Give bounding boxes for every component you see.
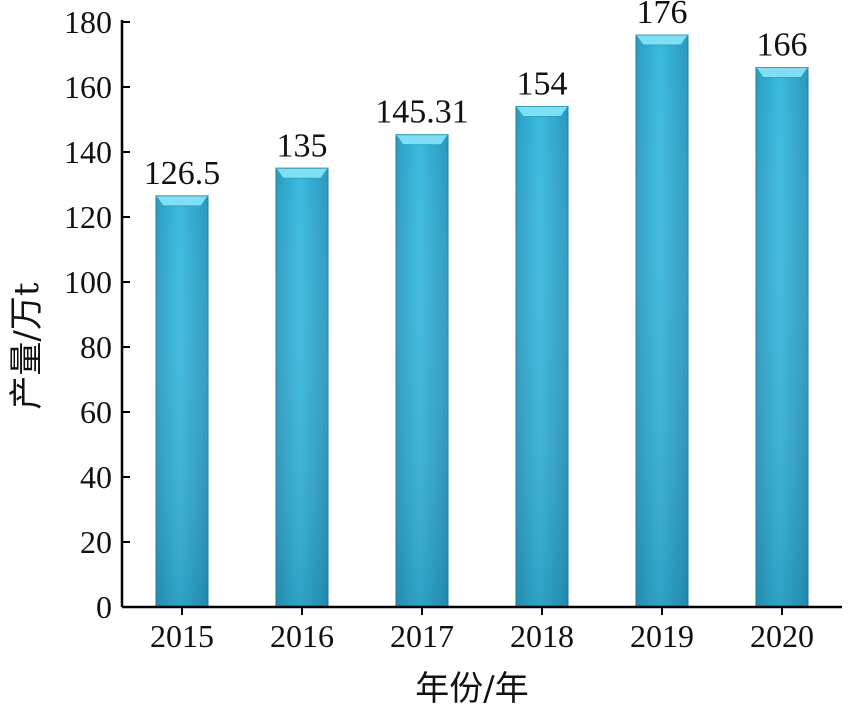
y-tick-label-120: 120 [64,199,112,235]
y-axis-title: 产量/万t [7,282,47,409]
x-tick-label-2018: 2018 [510,618,574,654]
y-tick-label-180: 180 [64,4,112,40]
y-tick-label-140: 140 [64,134,112,170]
y-tick-label-80: 80 [80,329,112,365]
x-tick-label-2020: 2020 [750,618,814,654]
y-tick-label-60: 60 [80,394,112,430]
bar-top-bevel [275,167,329,179]
bar-2015 [155,195,209,608]
bar-top-bevel [395,134,449,146]
y-tick-label-20: 20 [80,524,112,560]
bar-top-bevel [515,106,569,117]
bar-2020 [755,67,809,608]
bar-top-bevel [635,34,689,46]
bar-top-bevel [155,195,209,207]
data-label-2017: 145.31 [375,94,469,131]
data-label-2016: 135 [277,127,328,164]
bar-shade [516,106,568,607]
y-tick-label-100: 100 [64,264,112,300]
x-tick-label-2017: 2017 [390,618,454,654]
bar-2016 [275,167,329,608]
bars-layer [155,34,809,608]
bar-shade [396,134,448,607]
data-label-2015: 126.5 [144,155,221,192]
data-label-2018: 154 [517,66,568,103]
bar-2017 [395,134,449,608]
bar-top-bevel [755,67,809,78]
x-tick-label-2019: 2019 [630,618,694,654]
data-label-2020: 166 [757,27,808,64]
bar-2018 [515,106,569,608]
data-labels-layer: 126.5 135 145.31 154 176 166 [144,0,808,192]
bar-shade [756,67,808,607]
x-tick-label-2015: 2015 [150,618,214,654]
y-tick-label-40: 40 [80,459,112,495]
x-axis-title: 年份/年 [415,669,528,708]
y-tick-label-0: 0 [96,589,112,625]
axes-layer: 2015 2016 2017 2018 2019 2020 0 20 40 60 80 100 120 1… [64,4,842,654]
bar-shade [276,168,328,607]
y-tick-label-160: 160 [64,69,112,105]
x-tick-label-2016: 2016 [270,618,334,654]
bar-shade [156,195,208,607]
data-label-2019: 176 [637,0,688,31]
bar-shade [636,35,688,607]
bar-2019 [635,34,689,608]
